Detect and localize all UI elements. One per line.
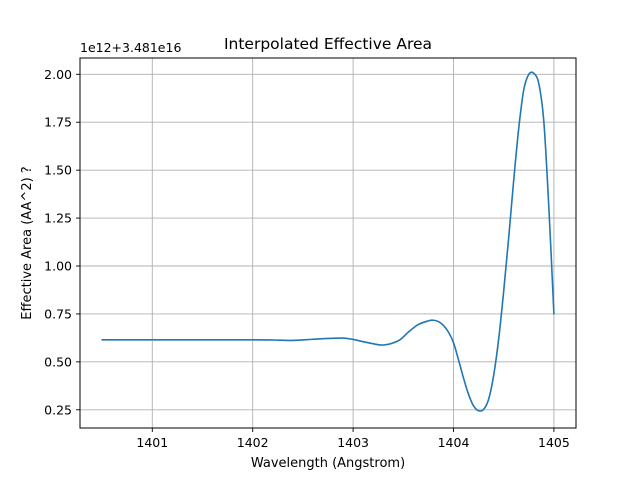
y-tick-label: 1.75	[44, 115, 72, 130]
chart-title: Interpolated Effective Area	[224, 35, 432, 53]
y-axis-title: Effective Area (AA^2) ?	[20, 166, 35, 319]
x-tick-label: 1403	[337, 435, 369, 450]
x-axis: 1401 1402 1403 1404 1405	[136, 428, 570, 450]
y-offset-text: 1e12+3.481e16	[80, 40, 181, 55]
x-tick-label: 1401	[136, 435, 168, 450]
grid	[80, 58, 576, 428]
y-axis: 0.25 0.50 0.75 1.00 1.25 1.50 1.75 2.00	[44, 67, 80, 417]
series-line	[101, 71, 555, 412]
y-tick-label: 1.50	[44, 163, 72, 178]
y-tick-label: 0.25	[44, 402, 72, 417]
y-tick-label: 2.00	[44, 67, 72, 82]
y-tick-label: 0.75	[44, 306, 72, 321]
y-tick-label: 1.25	[44, 211, 72, 226]
series-layer	[101, 71, 555, 412]
x-tick-label: 1405	[538, 435, 570, 450]
y-tick-label: 1.00	[44, 259, 72, 274]
x-axis-title: Wavelength (Angstrom)	[251, 456, 405, 471]
plot-frame	[79, 57, 577, 429]
x-tick-label: 1404	[438, 435, 470, 450]
y-tick-label: 0.50	[44, 354, 72, 369]
x-tick-label: 1402	[237, 435, 269, 450]
